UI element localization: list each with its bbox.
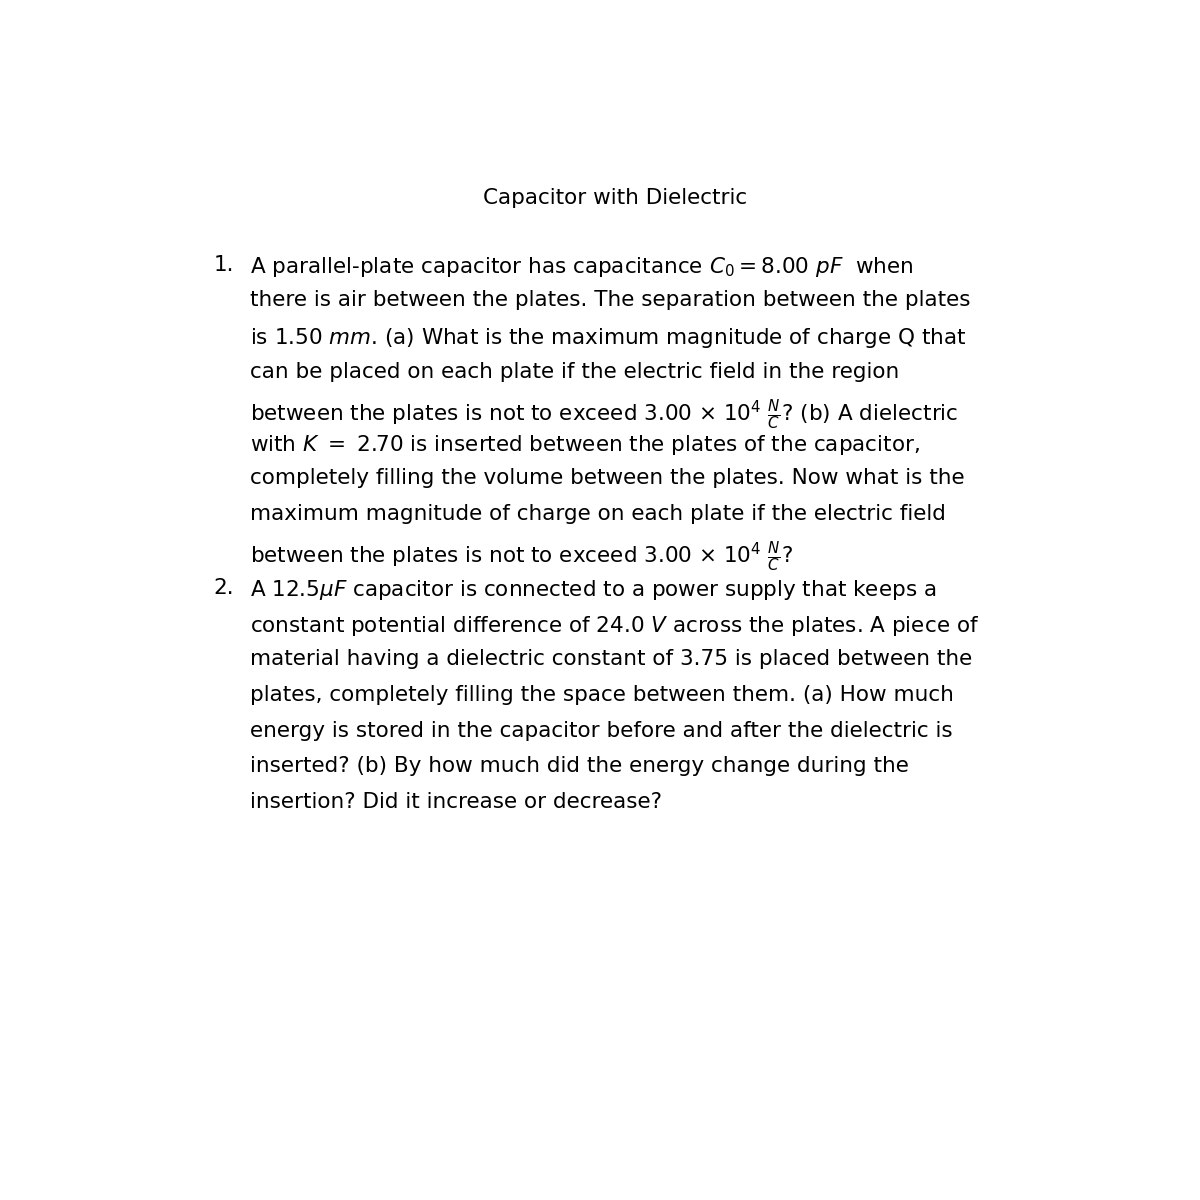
Text: insertion? Did it increase or decrease?: insertion? Did it increase or decrease? bbox=[251, 792, 662, 811]
Text: 1.: 1. bbox=[214, 254, 234, 275]
Text: A 12.5$\mu F$ capacitor is connected to a power supply that keeps a: A 12.5$\mu F$ capacitor is connected to … bbox=[251, 578, 937, 602]
Text: is 1.50 $mm$. (a) What is the maximum magnitude of charge Q that: is 1.50 $mm$. (a) What is the maximum ma… bbox=[251, 326, 967, 350]
Text: Capacitor with Dielectric: Capacitor with Dielectric bbox=[482, 188, 748, 209]
Text: material having a dielectric constant of 3.75 is placed between the: material having a dielectric constant of… bbox=[251, 649, 973, 670]
Text: constant potential difference of 24.0 $V$ across the plates. A piece of: constant potential difference of 24.0 $V… bbox=[251, 614, 979, 638]
Text: with $K\ =\ 2.70$ is inserted between the plates of the capacitor,: with $K\ =\ 2.70$ is inserted between th… bbox=[251, 433, 920, 457]
Text: between the plates is not to exceed 3.00 $\times$ 10$^4$ $\frac{N}{C}$?: between the plates is not to exceed 3.00… bbox=[251, 540, 794, 574]
Text: inserted? (b) By how much did the energy change during the: inserted? (b) By how much did the energy… bbox=[251, 756, 910, 776]
Text: 2.: 2. bbox=[214, 578, 234, 599]
Text: plates, completely filling the space between them. (a) How much: plates, completely filling the space bet… bbox=[251, 685, 954, 706]
Text: energy is stored in the capacitor before and after the dielectric is: energy is stored in the capacitor before… bbox=[251, 720, 953, 740]
Text: A parallel-plate capacitor has capacitance $C_0 = 8.00\ pF$  when: A parallel-plate capacitor has capacitan… bbox=[251, 254, 914, 278]
Text: completely filling the volume between the plates. Now what is the: completely filling the volume between th… bbox=[251, 468, 965, 488]
Text: can be placed on each plate if the electric field in the region: can be placed on each plate if the elect… bbox=[251, 361, 900, 382]
Text: between the plates is not to exceed 3.00 $\times$ 10$^4$ $\frac{N}{C}$? (b) A di: between the plates is not to exceed 3.00… bbox=[251, 397, 959, 432]
Text: there is air between the plates. The separation between the plates: there is air between the plates. The sep… bbox=[251, 290, 971, 311]
Text: maximum magnitude of charge on each plate if the electric field: maximum magnitude of charge on each plat… bbox=[251, 504, 947, 524]
